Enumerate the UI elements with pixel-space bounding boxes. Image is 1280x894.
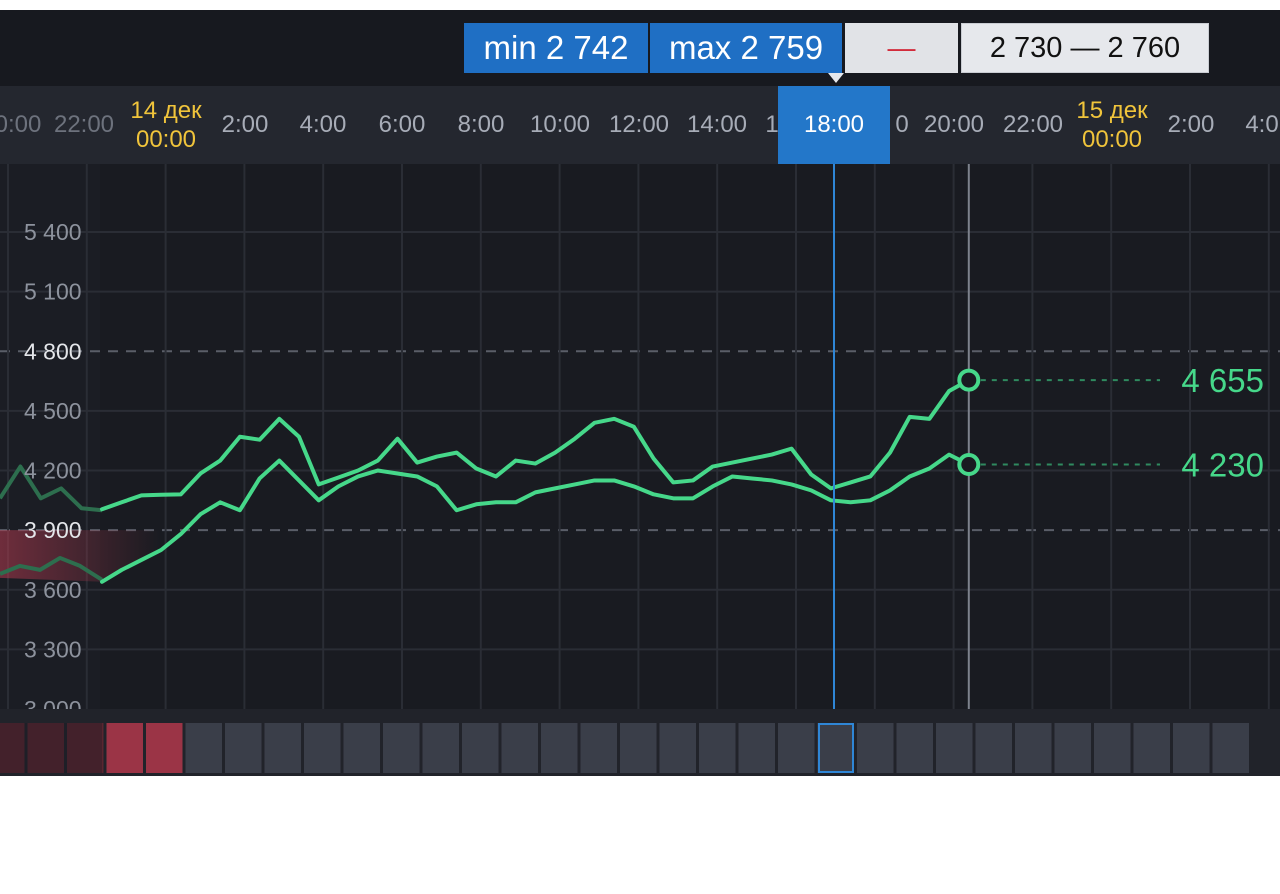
volume-bar-neutral[interactable] [1212, 723, 1250, 773]
volume-bar-neutral[interactable] [857, 723, 894, 773]
volume-bar-neutral[interactable] [620, 723, 657, 773]
volume-bar-red[interactable] [146, 723, 183, 773]
volume-bar-neutral[interactable] [185, 723, 223, 773]
time-label: 12:00 [608, 111, 670, 138]
volume-bar-neutral[interactable] [501, 723, 539, 773]
volume-bar-neutral[interactable] [304, 723, 341, 773]
volume-bar-neutral[interactable] [462, 723, 499, 773]
time-label: 10:00 [529, 111, 591, 138]
y-axis: 5 400 5 100 4 800 4 500 4 200 3 900 3 600 3 300… [24, 219, 82, 722]
date-day: 15 дек [1076, 97, 1148, 124]
last-value-label: 4 230 [1181, 447, 1264, 484]
time-axis[interactable]: 0:00 22:00 14 дек 00:00 2:00 4:00 6:00 8… [0, 86, 1280, 164]
y-tick-label: 4 200 [24, 458, 82, 484]
range-toolbar: min 2 742 max 2 759 — 2 730 — 2 760 [0, 10, 1280, 86]
volume-bar-neutral[interactable] [264, 723, 302, 773]
tooltip-pointer-icon [828, 73, 844, 83]
y-tick-label: 4 500 [24, 398, 82, 424]
max-price-badge[interactable]: max 2 759 [650, 23, 842, 73]
y-tick-label: 3 300 [24, 636, 82, 662]
date-day: 14 дек [130, 97, 202, 124]
volume-bar-neutral[interactable] [1173, 723, 1210, 773]
time-label: 14:00 [686, 111, 748, 138]
time-label: 2:00 [1167, 111, 1215, 138]
volume-bar-neutral[interactable] [1133, 723, 1171, 773]
date-label-15: 15 дек 00:00 [1076, 86, 1147, 164]
series-line-lower[interactable] [100, 452, 971, 584]
last-value-dot[interactable] [957, 453, 981, 477]
volume-bar-neutral[interactable] [541, 723, 578, 773]
last-value-markers: 4 655 4 230 [957, 362, 1264, 484]
history-line-lower [0, 555, 104, 582]
volume-bar-neutral[interactable] [975, 723, 1013, 773]
chart-app: min 2 742 max 2 759 — 2 730 — 2 760 0:00… [0, 10, 1280, 776]
volume-bar-neutral[interactable] [1015, 723, 1052, 773]
y-tick-label: 5 400 [24, 219, 82, 245]
date-label-14: 14 дек 00:00 [130, 86, 201, 164]
time-label-clipped: 1 [765, 111, 779, 138]
time-label: 22:00 [1002, 111, 1064, 138]
min-price-badge[interactable]: min 2 742 [464, 23, 648, 73]
volume-bar-neutral[interactable] [699, 723, 736, 773]
volume-bar-neutral[interactable] [422, 723, 460, 773]
history-line [0, 464, 103, 513]
time-label: 2:00 [221, 111, 269, 138]
volume-bars[interactable] [0, 723, 1249, 773]
last-value-dot[interactable] [957, 368, 981, 392]
volume-bar-neutral[interactable] [1054, 723, 1092, 773]
time-label: 6:00 [378, 111, 426, 138]
time-label: 4:00 [299, 111, 347, 138]
volume-bar-selected[interactable] [818, 723, 854, 773]
range-separator-button[interactable]: — [845, 23, 958, 73]
active-time-label[interactable]: 18:00 [778, 86, 890, 164]
price-chart[interactable]: 5 400 5 100 4 800 4 500 4 200 3 900 3 600 3 300… [0, 164, 1280, 776]
volume-bar-red-dark[interactable] [67, 723, 104, 773]
volume-bar-neutral[interactable] [817, 723, 855, 773]
time-label-partial: 0:00 [0, 111, 42, 138]
volume-bar-neutral[interactable] [383, 723, 420, 773]
time-label: 20:00 [923, 111, 985, 138]
volume-bar-red[interactable] [106, 723, 144, 773]
y-tick-label: 4 800 [24, 338, 82, 364]
volume-bar-neutral[interactable] [896, 723, 934, 773]
y-tick-label: 5 100 [24, 279, 82, 305]
y-tick-label: 3 600 [24, 577, 82, 603]
time-label-clipped: 4:0 [1245, 111, 1279, 138]
time-label-clipped: 0 [895, 111, 909, 138]
last-value-label: 4 655 [1181, 362, 1264, 399]
time-label: 8:00 [457, 111, 505, 138]
time-label: 22:00 [53, 111, 115, 138]
y-tick-label: 3 900 [24, 517, 82, 543]
volume-bar-neutral[interactable] [1094, 723, 1131, 773]
grid [0, 164, 1280, 709]
date-time: 00:00 [135, 126, 197, 153]
date-time: 00:00 [1081, 126, 1143, 153]
volume-bar-neutral[interactable] [343, 723, 381, 773]
volume-bar-neutral[interactable] [936, 723, 973, 773]
history-shade [0, 164, 100, 709]
volume-bar-neutral[interactable] [778, 723, 815, 773]
series-line-upper[interactable] [100, 378, 971, 512]
volume-bar-neutral[interactable] [580, 723, 618, 773]
series-layer [0, 378, 971, 584]
history-volume-shade [0, 723, 102, 773]
volume-bar-red-dark[interactable] [27, 723, 65, 773]
volume-bar-neutral[interactable] [659, 723, 697, 773]
volume-bar-neutral[interactable] [225, 723, 262, 773]
volume-bar-red-dark[interactable] [0, 723, 25, 773]
volume-bar-neutral[interactable] [738, 723, 776, 773]
price-range-field[interactable]: 2 730 — 2 760 [961, 23, 1209, 73]
